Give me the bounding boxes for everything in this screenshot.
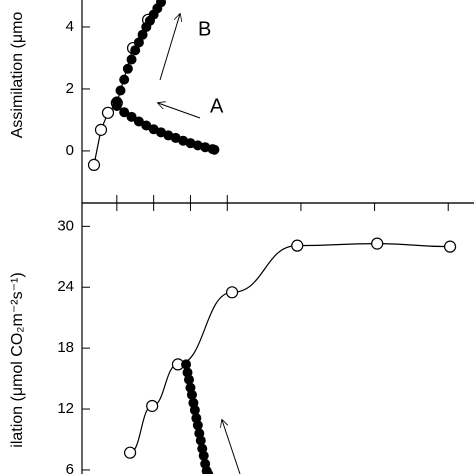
y-tick-label: 12 — [57, 400, 74, 417]
open-point — [87, 158, 101, 171]
filled-point — [130, 45, 141, 56]
y-tick-label: 2 — [66, 80, 74, 97]
open-point — [443, 240, 457, 253]
filled-point — [133, 37, 144, 48]
open-point — [371, 237, 384, 250]
filled-point — [203, 469, 214, 474]
annotation: A — [210, 95, 224, 117]
y-tick-label: 30 — [57, 217, 74, 234]
filled-point — [141, 120, 152, 131]
filled-point — [119, 107, 130, 118]
arrow-bottom — [222, 420, 241, 474]
filled-point — [156, 0, 167, 8]
open-point — [225, 286, 239, 299]
filled-point — [122, 63, 133, 74]
series-line — [129, 242, 451, 454]
filled-point — [137, 29, 148, 40]
open-point — [291, 239, 304, 252]
filled-point — [126, 111, 137, 122]
y-tick-label: 24 — [57, 278, 74, 295]
arrow-a — [158, 103, 201, 119]
filled-point — [195, 435, 206, 446]
filled-point — [183, 374, 194, 385]
annotation: B — [198, 18, 211, 40]
filled-point — [126, 54, 137, 65]
filled-point — [133, 116, 144, 127]
filled-point — [119, 74, 130, 85]
open-point — [94, 123, 108, 136]
bottom-panel-frame — [81, 202, 474, 474]
open-point — [123, 446, 137, 459]
y-tick-label: 4 — [66, 18, 74, 35]
y-axis-label: Assimilation (μmo — [9, 12, 26, 139]
filled-point — [181, 359, 192, 370]
filled-point — [186, 389, 197, 400]
filled-point — [198, 450, 209, 461]
open-point — [146, 399, 159, 413]
open-point — [101, 106, 115, 119]
filled-point — [209, 144, 220, 155]
filled-point — [189, 405, 200, 416]
y-axis-label: ilation (μmol CO₂m⁻²s⁻¹) — [9, 272, 26, 447]
filled-point — [115, 85, 126, 96]
y-tick-label: 6 — [66, 461, 74, 474]
y-tick-label: 0 — [66, 142, 74, 159]
filled-point — [192, 420, 203, 431]
y-tick-label: 18 — [57, 339, 74, 356]
filled-point — [111, 100, 122, 111]
arrow-b — [159, 14, 180, 81]
